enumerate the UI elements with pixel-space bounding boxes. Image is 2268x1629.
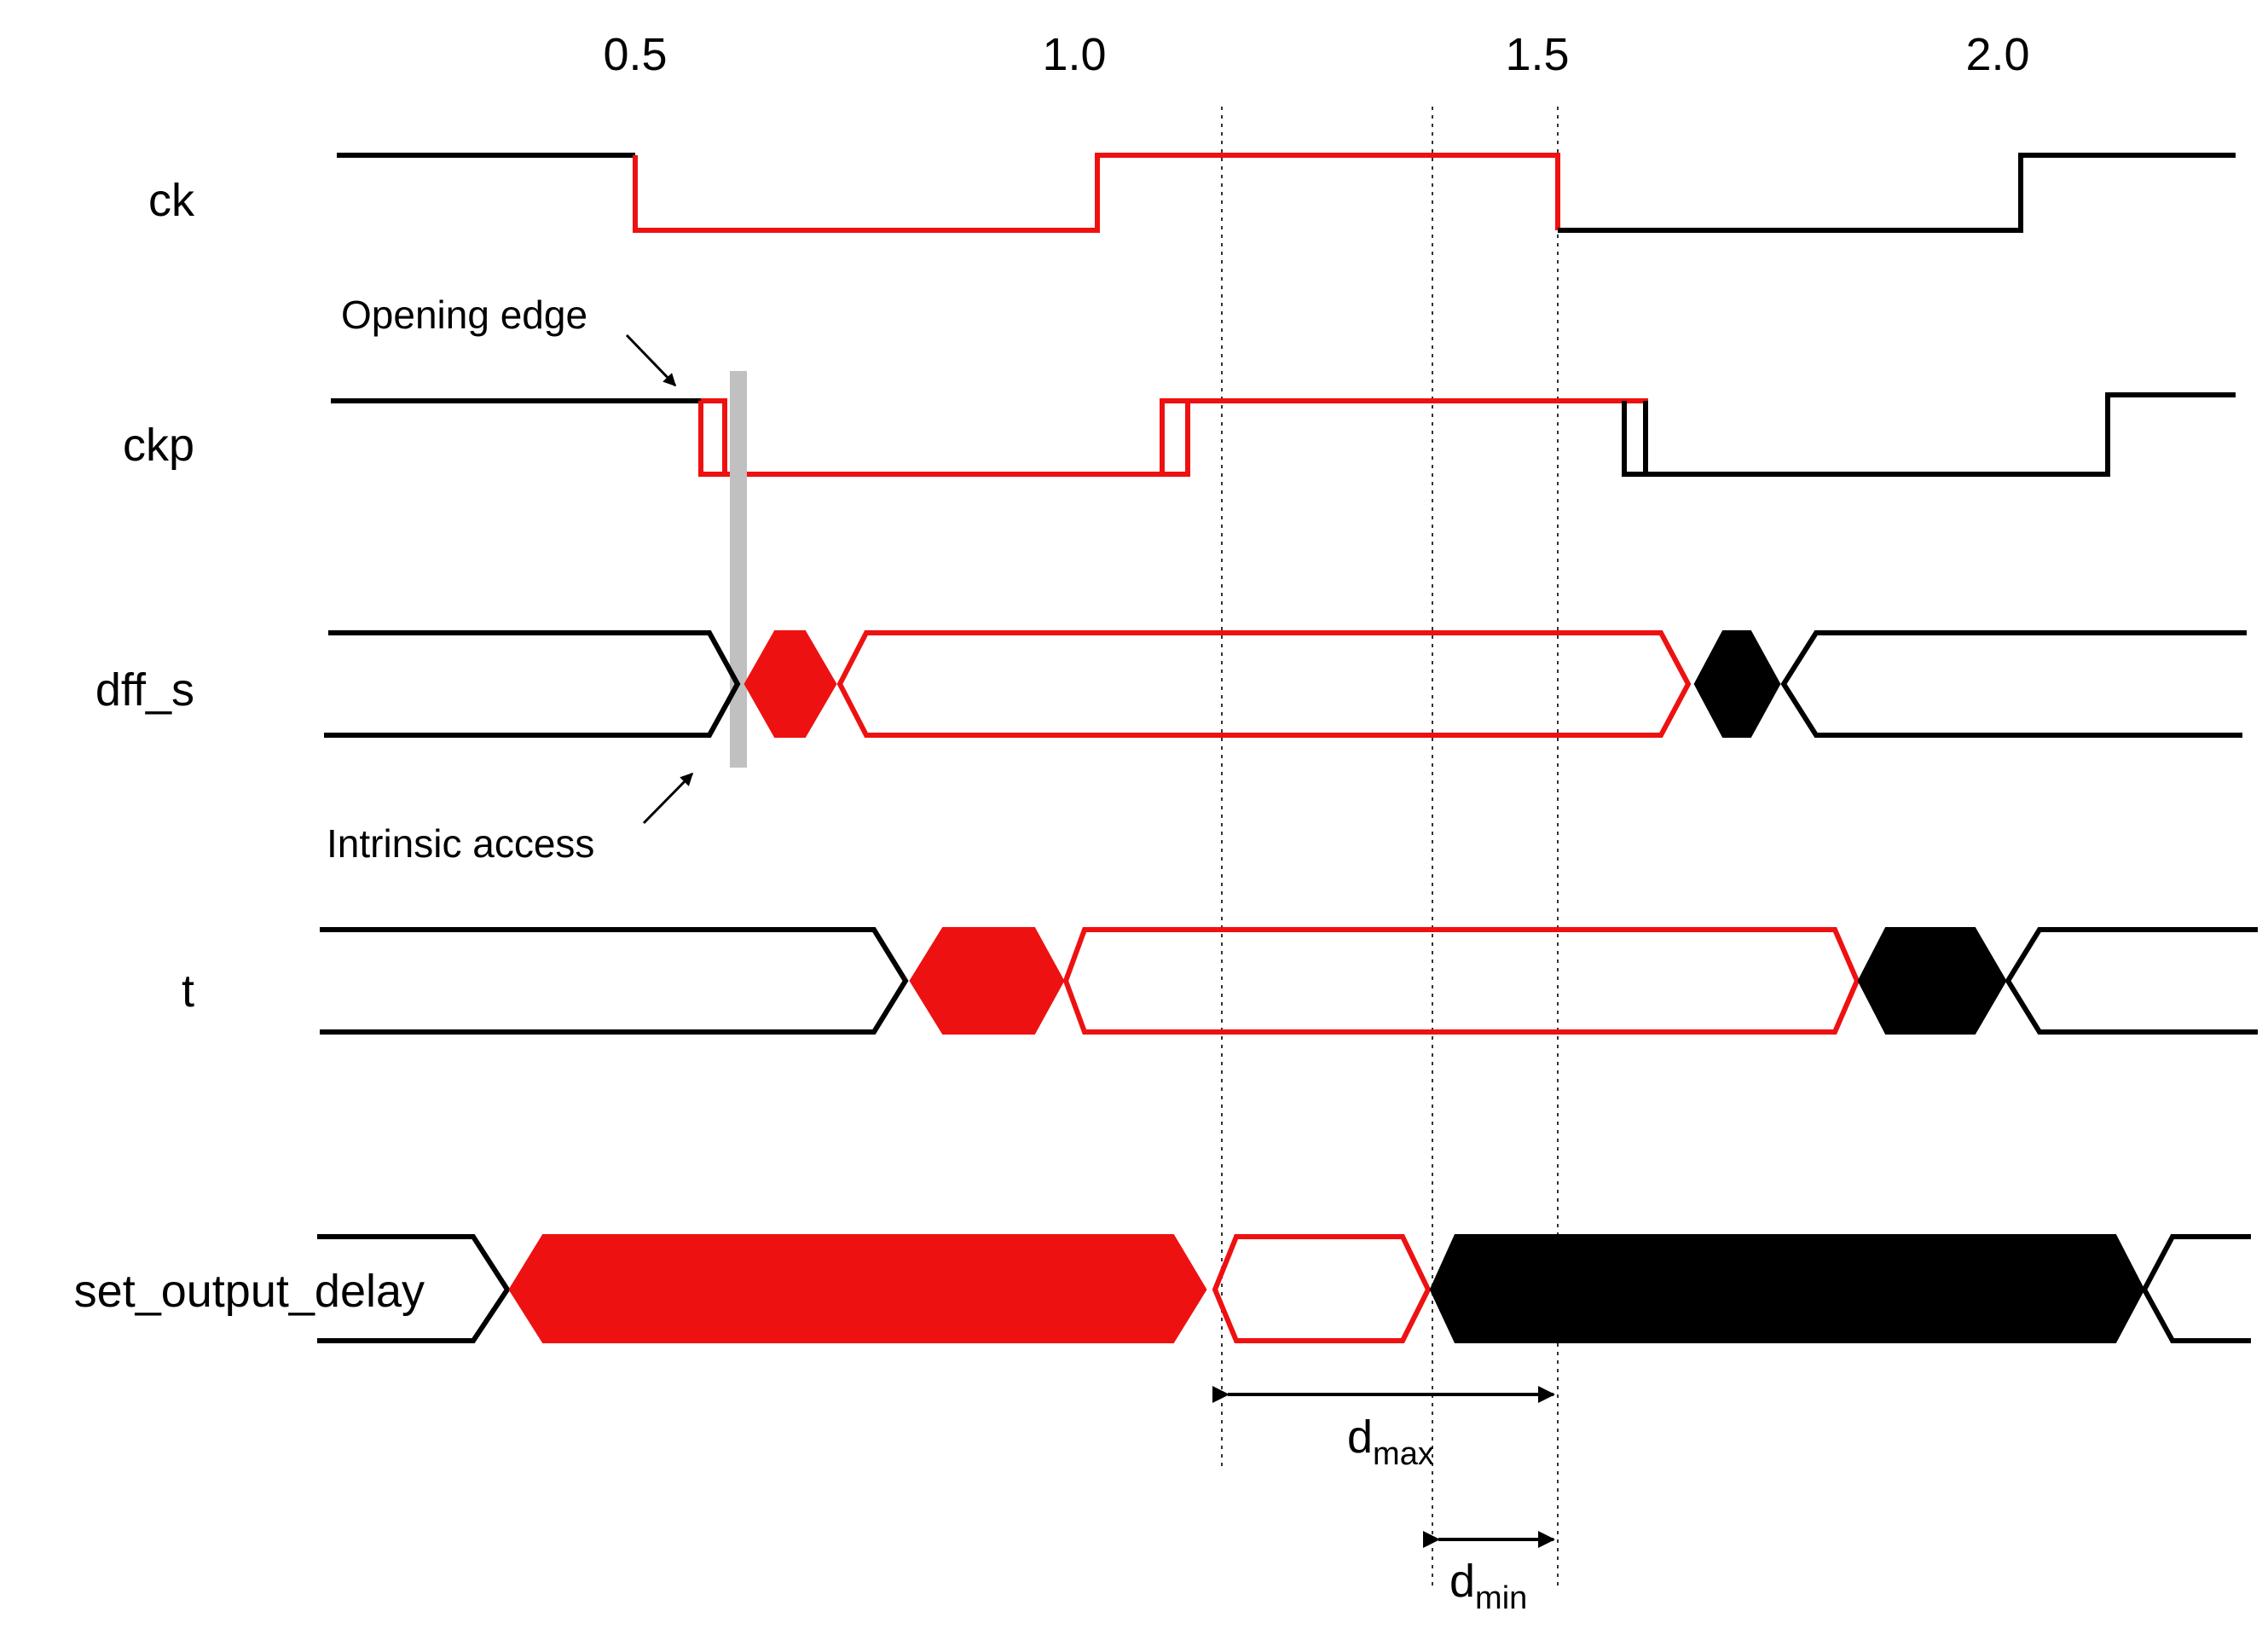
- t-red-valid: [1062, 927, 1860, 1035]
- dmin-label-base: d: [1449, 1556, 1475, 1607]
- dff-s-red-valid: [836, 630, 1692, 738]
- ck-red-cycle: [633, 153, 1560, 233]
- dmin-label: dmin: [1449, 1556, 1527, 1616]
- waveform-ck: [337, 153, 2236, 233]
- opening-edge-arrow: [625, 333, 677, 387]
- signal-labels: ck ckp dff_s t set_output_delay: [74, 175, 425, 1317]
- t-black-start: [320, 927, 909, 1035]
- waveform-t: [320, 927, 2258, 1035]
- t-black-transition: [1857, 927, 2007, 1035]
- tick-label-1-5: 1.5: [1505, 29, 1569, 80]
- sod-red-window: [1212, 1234, 1432, 1343]
- guide-lines: [1221, 107, 1559, 1591]
- dmax-label: dmax: [1347, 1412, 1434, 1472]
- tick-label-1-0: 1.0: [1042, 29, 1106, 80]
- signal-label-dff-s: dff_s: [95, 664, 194, 716]
- intrinsic-access-arrow: [642, 772, 694, 825]
- waveform-dff-s: [324, 630, 2247, 738]
- annotations: Opening edge Intrinsic access: [327, 293, 694, 866]
- ckp-black-end: [1622, 392, 2236, 477]
- intrinsic-access-marker: [730, 371, 747, 768]
- waveform-set-output-delay: [317, 1234, 2251, 1343]
- t-red-transition: [909, 927, 1065, 1035]
- dff-s-black-start: [324, 630, 741, 738]
- signal-label-set-output-delay: set_output_delay: [74, 1266, 425, 1317]
- dmax-label-sub: max: [1373, 1436, 1434, 1472]
- sod-red-required: [508, 1234, 1207, 1343]
- sod-black-end: [2141, 1234, 2251, 1343]
- sod-black-valid: [1429, 1234, 2145, 1343]
- tick-label-0-5: 0.5: [603, 29, 667, 80]
- signal-label-ck: ck: [148, 175, 195, 226]
- ck-black-end: [1558, 153, 2236, 233]
- tick-label-2-0: 2.0: [1965, 29, 2029, 80]
- dff-s-black-end: [1780, 630, 2247, 738]
- opening-edge-label: Opening edge: [341, 293, 587, 337]
- dimension-dmin: dmin: [1423, 1531, 1555, 1616]
- intrinsic-access-label: Intrinsic access: [327, 821, 594, 866]
- dmax-label-base: d: [1347, 1412, 1373, 1463]
- signal-label-t: t: [182, 965, 194, 1017]
- dimension-dmax: dmax: [1212, 1386, 1555, 1472]
- dff-s-red-transition: [743, 630, 837, 738]
- ckp-red-edge-early: [698, 398, 1648, 477]
- signal-label-ckp: ckp: [123, 420, 194, 471]
- dff-s-black-transition: [1693, 630, 1781, 738]
- waveform-ckp: [331, 392, 2236, 477]
- sod-black-start: [317, 1234, 511, 1343]
- t-black-end: [2005, 927, 2258, 1035]
- ckp-red-edge-late: [701, 398, 1190, 477]
- dmin-label-sub: min: [1475, 1580, 1527, 1616]
- time-axis: 0.5 1.0 1.5 2.0: [603, 29, 2029, 80]
